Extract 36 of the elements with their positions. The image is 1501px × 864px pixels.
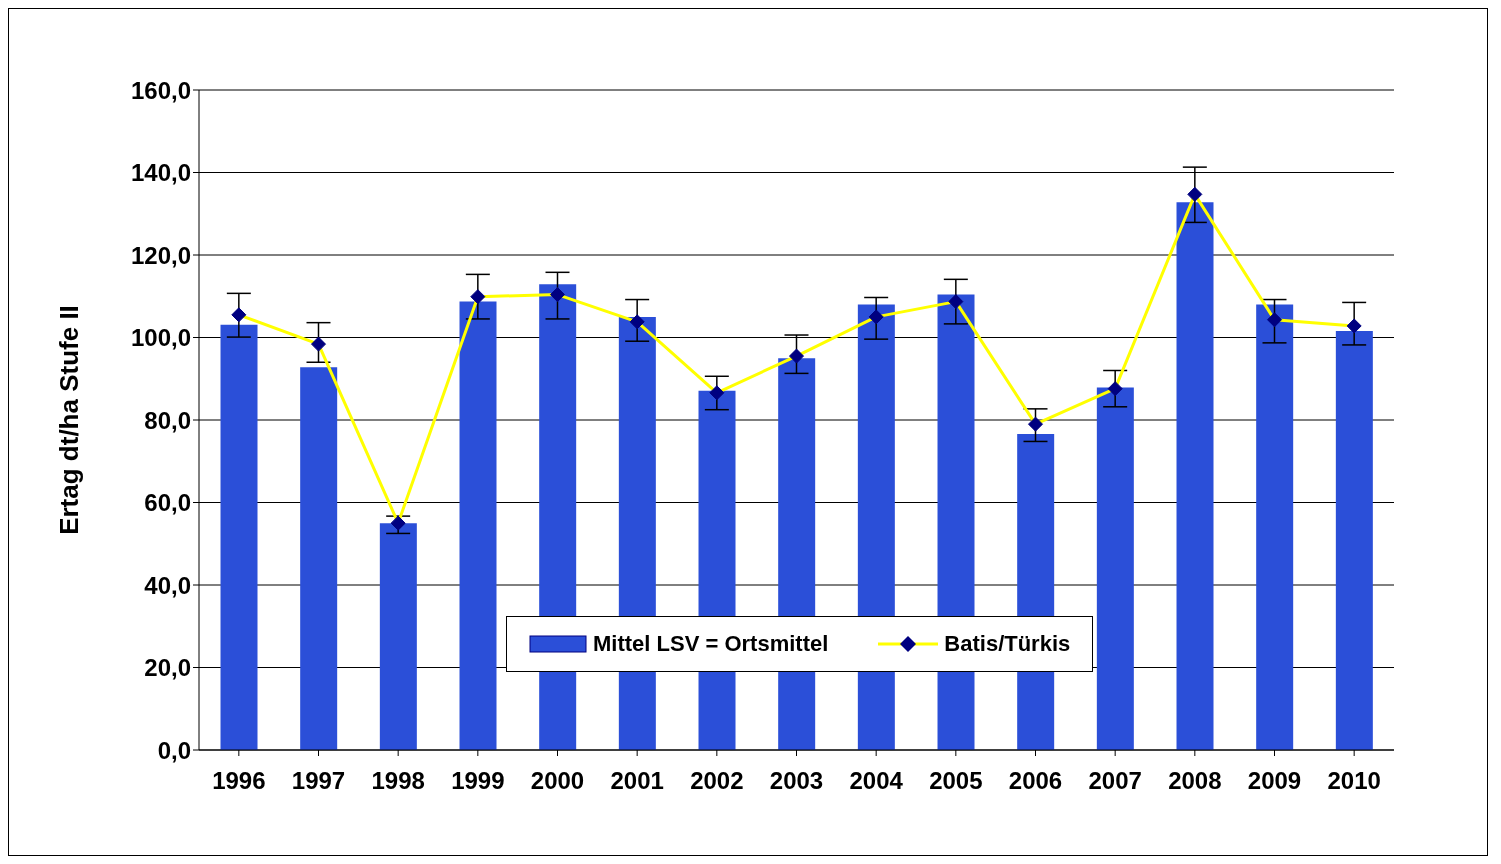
y-tick-label: 80,0 xyxy=(144,406,191,434)
bar xyxy=(300,367,338,750)
x-tick-label: 2006 xyxy=(1008,767,1063,795)
x-tick-label: 1999 xyxy=(451,767,505,795)
y-tick-label: 160,0 xyxy=(130,76,191,104)
x-tick-label: 2002 xyxy=(690,767,744,795)
y-tick-label: 20,0 xyxy=(144,654,191,682)
x-tick-label: 2007 xyxy=(1088,767,1142,795)
y-tick-label: 40,0 xyxy=(144,571,191,599)
x-tick-label: 1998 xyxy=(371,767,425,795)
y-tick-label: 120,0 xyxy=(130,241,191,269)
x-tick-label: 2001 xyxy=(610,767,664,795)
y-tick-label: 140,0 xyxy=(130,159,191,187)
y-axis-title: Ertag dt/ha Stufe II xyxy=(54,305,85,535)
bar xyxy=(220,324,258,750)
x-tick-label: 2000 xyxy=(530,767,585,795)
bar xyxy=(1096,387,1134,750)
y-tick-label: 0,0 xyxy=(157,736,191,764)
bar xyxy=(539,284,577,750)
legend-label: Batis/Türkis xyxy=(944,631,1071,657)
x-tick-label: 1997 xyxy=(291,767,346,795)
y-tick-label: 100,0 xyxy=(130,324,191,352)
bar xyxy=(1335,330,1373,750)
bar xyxy=(459,301,497,750)
bar xyxy=(379,523,417,750)
x-tick-label: 2009 xyxy=(1247,767,1302,795)
x-tick-label: 2008 xyxy=(1168,767,1222,795)
y-tick-label: 60,0 xyxy=(144,489,191,517)
x-tick-label: 2010 xyxy=(1327,767,1381,795)
bar xyxy=(1176,202,1214,750)
legend-label: Mittel LSV = Ortsmittel xyxy=(593,631,829,657)
x-tick-label: 2005 xyxy=(929,767,983,795)
bar xyxy=(1256,304,1294,750)
x-tick-label: 2004 xyxy=(849,767,904,795)
x-tick-label: 2003 xyxy=(769,767,824,795)
x-tick-label: 1996 xyxy=(212,767,266,795)
